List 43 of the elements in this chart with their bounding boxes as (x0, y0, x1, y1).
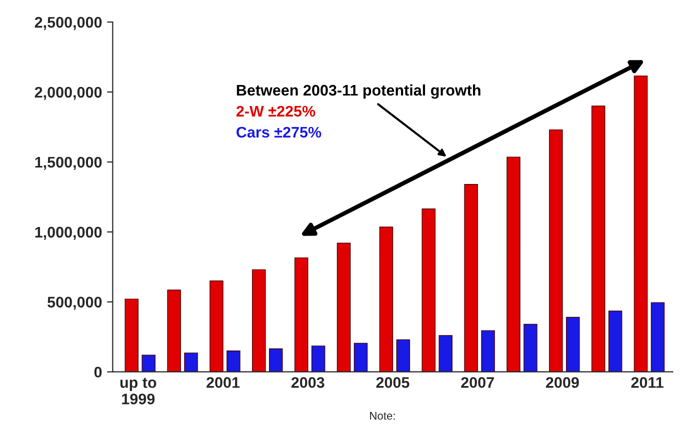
bar (549, 129, 563, 372)
bar (379, 226, 394, 372)
bar (354, 342, 368, 372)
text: Note: (370, 412, 395, 420)
y-tick-label: 1,500,000 (35, 156, 102, 170)
bar (438, 335, 452, 372)
bar (422, 208, 436, 372)
x-tick-label: 2007 (461, 377, 494, 388)
bar (252, 269, 266, 372)
y-tick-label: 2,000,000 (34, 86, 102, 100)
x-tick-label: 2009 (546, 377, 579, 388)
bar (336, 242, 351, 372)
annotation: Between 2003-11 potential growth (236, 84, 480, 99)
bar (167, 290, 181, 372)
x-tick-label: 2001 (206, 377, 240, 388)
bar (294, 257, 308, 372)
bar (464, 184, 478, 372)
bar (184, 352, 198, 372)
bar (396, 339, 410, 372)
bar (124, 298, 138, 372)
bar (481, 330, 495, 372)
x-tick-label: 2011 (631, 377, 664, 388)
bar (608, 310, 622, 372)
y-tick-label: 0 (94, 366, 102, 378)
bar (269, 348, 283, 372)
bar (524, 324, 538, 372)
bar (506, 156, 520, 372)
x-tick-label: 2005 (376, 377, 410, 388)
bar (210, 280, 224, 372)
y-tick-label: 1,000,000 (35, 226, 102, 240)
bar (634, 76, 648, 372)
bar (591, 106, 606, 372)
bar (142, 354, 156, 372)
x-tick-label: up to 1999 (120, 378, 156, 404)
y-tick-label: 2,500,000 (34, 16, 102, 30)
bar (226, 350, 240, 372)
bar (566, 316, 580, 372)
bar (311, 346, 326, 372)
y-tick-label: 500,000 (48, 296, 102, 310)
annotation: 2-W ±225% (236, 106, 316, 117)
annotation: Cars ±275% (236, 126, 322, 138)
x-tick-label: 2003 (291, 377, 324, 388)
bar (650, 302, 665, 372)
